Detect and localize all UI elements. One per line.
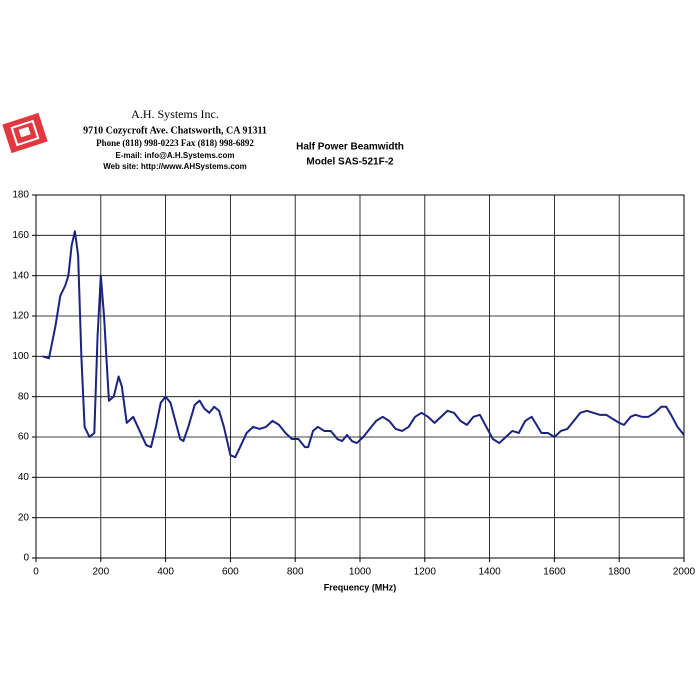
x-tick-label: 1400 (478, 567, 501, 578)
y-tick-label: 180 (12, 190, 29, 201)
y-tick-label: 160 (12, 230, 29, 241)
chart-title: Half Power Beamwidth (296, 142, 404, 153)
y-tick-label: 100 (12, 351, 29, 362)
y-tick-label: 40 (18, 472, 30, 483)
phone: Phone (818) 998-0223 Fax (818) 998-6892 (96, 138, 254, 148)
x-tick-label: 600 (222, 567, 239, 578)
x-tick-label: 800 (287, 567, 304, 578)
data-line (42, 230, 685, 459)
logo (2, 112, 48, 154)
y-tick-label: 20 (18, 512, 30, 523)
x-tick-label: 2000 (673, 567, 696, 578)
x-tick-label: 0 (33, 567, 39, 578)
y-tick-label: 80 (18, 391, 30, 402)
y-tick-label: 0 (23, 553, 29, 564)
x-tick-label: 1200 (414, 567, 437, 578)
x-tick-label: 1000 (349, 567, 372, 578)
address: 9710 Cozycroft Ave. Chatsworth, CA 91311 (83, 125, 267, 136)
plot-frame (35, 194, 685, 559)
x-tick-label: 400 (157, 567, 174, 578)
y-tick-label: 140 (12, 270, 29, 281)
y-tick-label: 120 (12, 311, 29, 322)
chart-subtitle: Model SAS-521F-2 (306, 157, 394, 168)
website: Web site: http://www.AHSystems.com (103, 162, 247, 171)
email: E-mail: info@A.H.Systems.com (116, 151, 235, 160)
x-tick-label: 1800 (608, 567, 631, 578)
x-tick-label: 200 (92, 567, 109, 578)
x-tick-label: 1600 (543, 567, 566, 578)
company-name: A.H. Systems Inc. (131, 107, 219, 121)
x-axis-label: Frequency (MHz) (324, 582, 397, 592)
y-tick-label: 60 (18, 432, 30, 443)
